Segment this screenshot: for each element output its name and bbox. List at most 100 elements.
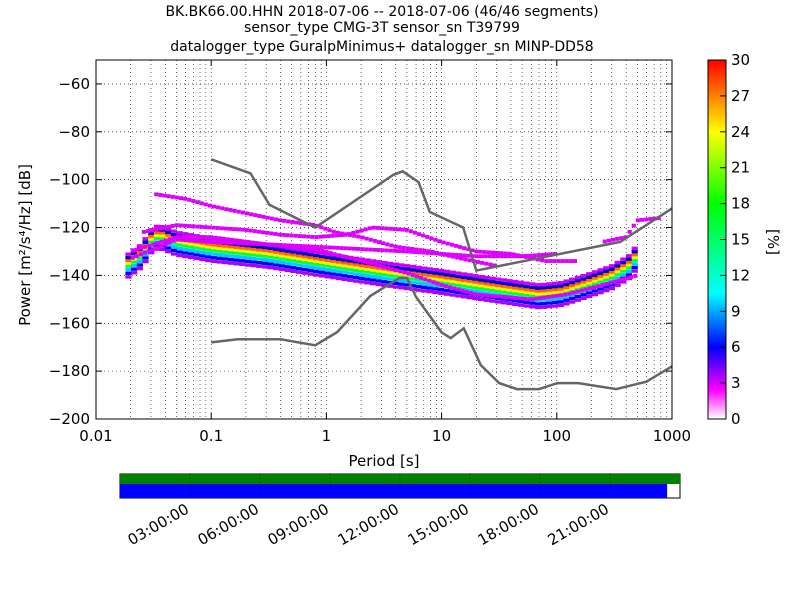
- psd-outlier-bin: [405, 246, 410, 251]
- psd-bin: [392, 281, 399, 286]
- psd-bin: [153, 243, 161, 248]
- psd-bin: [438, 268, 445, 273]
- y-tick-label: −120: [49, 219, 90, 237]
- psd-bin: [625, 260, 633, 264]
- psd-bin: [415, 265, 422, 270]
- psd-bin: [523, 287, 530, 292]
- psd-outlier-bin: [265, 242, 270, 247]
- psd-outlier-bin: [568, 259, 573, 263]
- psd-bin: [364, 273, 371, 278]
- psd-outlier-bin: [323, 226, 328, 231]
- psd-bin: [546, 288, 553, 292]
- psd-outlier-bin: [592, 285, 597, 290]
- psd-bin: [552, 297, 559, 301]
- psd-outlier-bin: [290, 243, 295, 248]
- psd-bin: [466, 276, 473, 280]
- psd-bin: [187, 242, 195, 246]
- psd-bin: [517, 299, 525, 304]
- psd-outlier-bin: [371, 225, 376, 230]
- psd-bin: [131, 267, 138, 271]
- psd-bin: [358, 269, 365, 273]
- psd-bin: [483, 298, 490, 302]
- psd-bin: [500, 287, 507, 291]
- psd-outlier-bin: [240, 210, 245, 215]
- psd-bin: [182, 244, 189, 248]
- psd-outlier-bin: [244, 211, 250, 216]
- psd-outlier-bin: [364, 236, 369, 241]
- psd-outlier-bin: [301, 234, 307, 239]
- psd-outlier-bin: [612, 279, 617, 284]
- psd-outlier-bin: [351, 246, 357, 251]
- psd-outlier-bin: [158, 193, 163, 197]
- colorbar-tick-label: 30: [731, 51, 750, 69]
- psd-outlier-bin: [211, 204, 217, 209]
- psd-outlier-bin: [357, 258, 362, 263]
- psd-bin: [631, 252, 638, 257]
- psd-outlier-bin: [195, 200, 200, 205]
- psd-outlier-bin: [368, 247, 373, 252]
- psd-outlier-bin: [454, 252, 459, 257]
- psd-bin: [552, 281, 559, 285]
- psd-outlier-bin: [509, 295, 514, 300]
- psd-bin: [381, 272, 388, 277]
- psd-bin: [614, 276, 621, 280]
- psd-bin: [142, 240, 149, 244]
- psd-bin: [449, 293, 456, 297]
- psd-outlier-bin: [559, 293, 564, 298]
- psd-outlier-bin: [355, 229, 360, 234]
- colorbar-tick-label: 21: [731, 159, 750, 177]
- psd-outlier-bin: [431, 280, 436, 285]
- psd-outlier-bin: [475, 260, 481, 264]
- psd-outlier-bin: [171, 238, 176, 243]
- psd-outlier-bin: [484, 261, 489, 266]
- psd-bin: [603, 288, 610, 293]
- psd-outlier-bin: [451, 286, 457, 291]
- psd-bin: [301, 257, 308, 262]
- psd-bin: [170, 245, 178, 249]
- psd-bin: [335, 276, 343, 281]
- psd-outlier-bin: [241, 241, 246, 246]
- psd-bin: [335, 257, 343, 261]
- psd-bin: [210, 256, 217, 260]
- psd-outlier-bin: [174, 195, 179, 200]
- psd-outlier-bin: [526, 297, 531, 301]
- psd-outlier-bin: [224, 240, 230, 245]
- psd-outlier-bin: [196, 239, 201, 243]
- psd-bin: [216, 256, 223, 261]
- psd-outlier-bin: [503, 254, 508, 259]
- psd-bin: [148, 250, 155, 255]
- psd-bin: [563, 282, 570, 287]
- psd-bin: [364, 277, 371, 281]
- psd-outlier-bin: [458, 245, 463, 249]
- psd-bin: [210, 248, 217, 253]
- psd-outlier-bin: [171, 236, 176, 240]
- psd-outlier-bin: [499, 254, 504, 259]
- colorbar-tick-label: 15: [731, 231, 750, 249]
- psd-bin: [273, 247, 280, 251]
- psd-bin: [250, 250, 257, 254]
- psd-outlier-bin: [501, 294, 506, 299]
- psd-bin: [210, 252, 217, 256]
- psd-bin: [222, 250, 229, 254]
- psd-bin: [199, 257, 206, 262]
- psd-outlier-bin: [142, 250, 148, 255]
- psd-outlier-bin: [356, 247, 361, 251]
- psd-outlier-bin: [615, 237, 620, 241]
- psd-bin: [244, 259, 252, 264]
- psd-outlier-bin: [260, 230, 266, 235]
- psd-outlier-bin: [571, 290, 576, 295]
- psd-bin: [495, 286, 502, 290]
- psd-outlier-bin: [550, 294, 555, 299]
- psd-bin: [187, 248, 195, 253]
- psd-bin: [608, 276, 616, 280]
- psd-bin: [449, 270, 456, 274]
- psd-bin: [381, 276, 388, 280]
- psd-outlier-bin: [629, 275, 634, 280]
- psd-bin: [352, 275, 360, 280]
- psd-bin: [489, 285, 496, 290]
- psd-bin: [358, 276, 365, 281]
- psd-outlier-bin: [422, 248, 427, 253]
- psd-outlier-bin: [627, 229, 632, 234]
- psd-bin: [546, 291, 553, 295]
- psd-bin: [580, 293, 587, 297]
